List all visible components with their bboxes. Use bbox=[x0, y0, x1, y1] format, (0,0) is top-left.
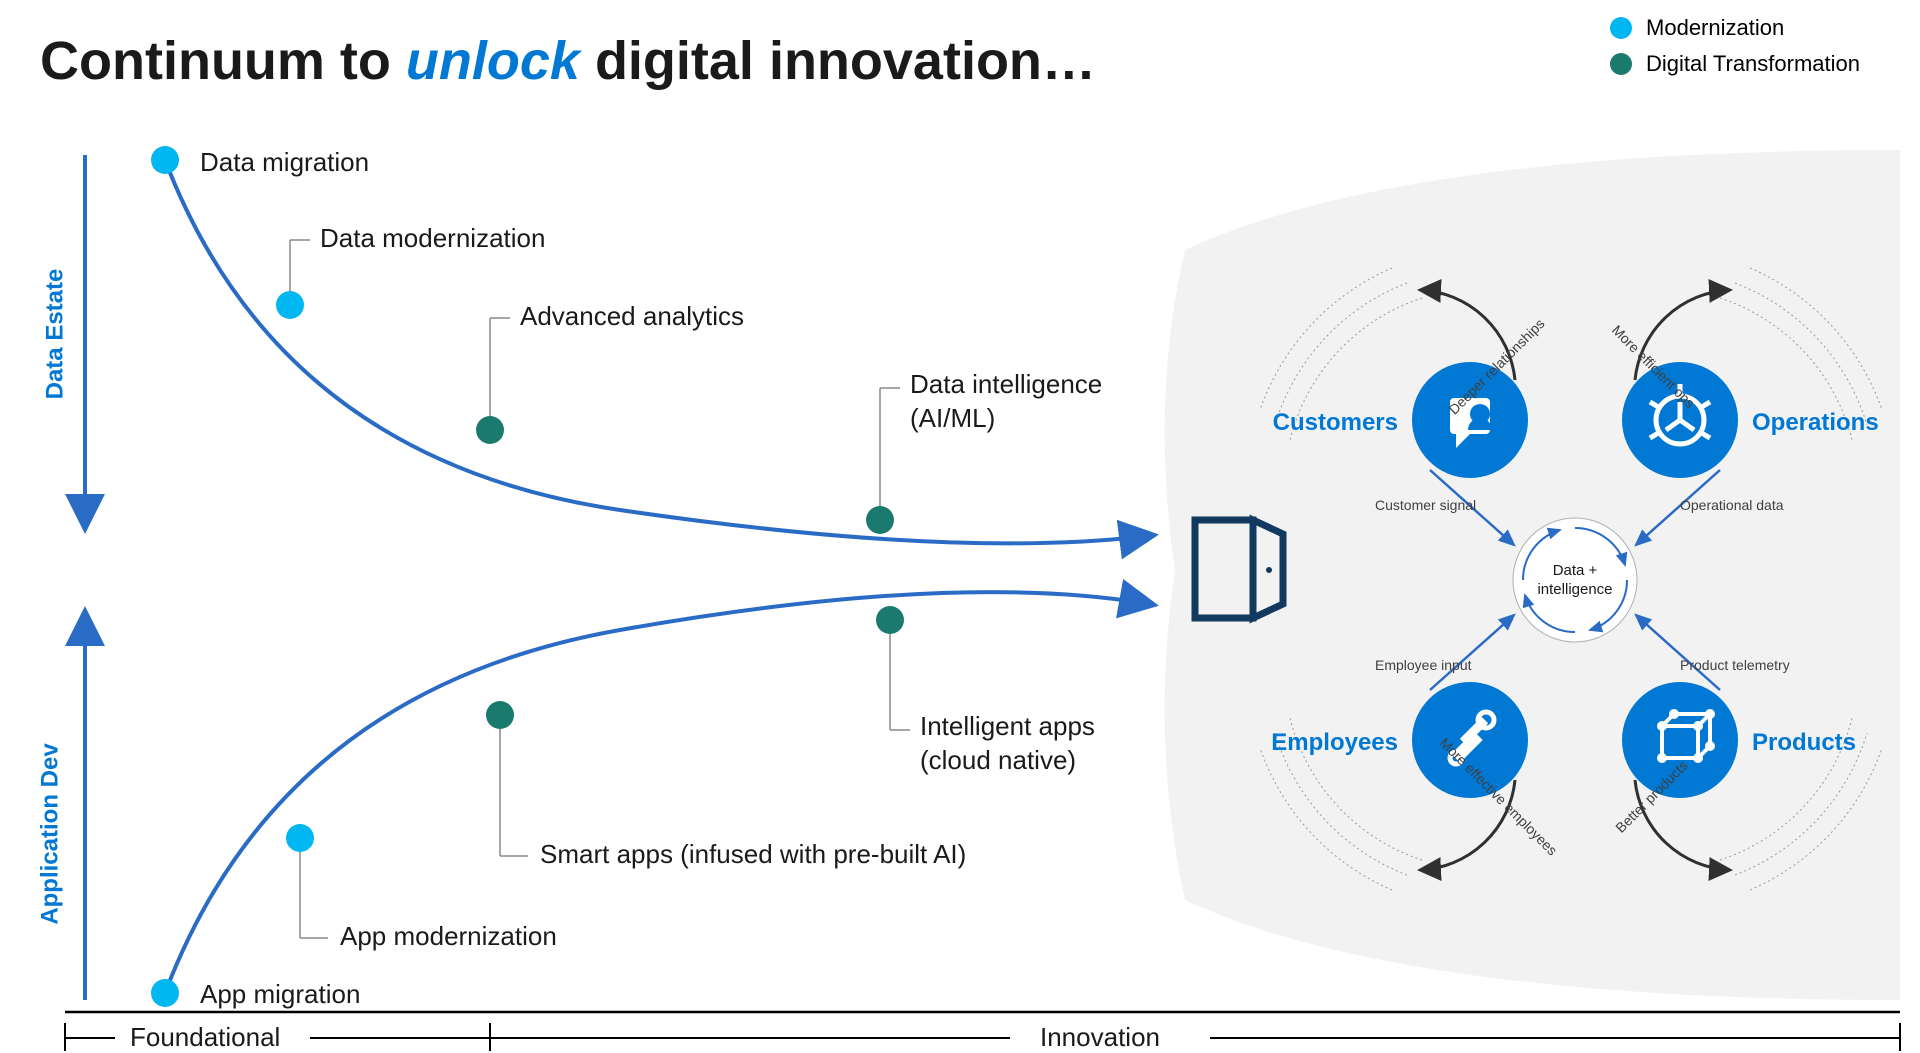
hub-center-circle bbox=[1513, 518, 1637, 642]
hub-center-label-1: Data + bbox=[1553, 562, 1598, 579]
label-app-modernization: App modernization bbox=[340, 920, 557, 954]
segment-foundational: Foundational bbox=[130, 1022, 280, 1053]
node-data-intelligence bbox=[866, 506, 894, 534]
quad-label-operations: Operations bbox=[1752, 409, 1879, 436]
label-app-migration: App migration bbox=[200, 978, 360, 1012]
inflow-customers: Customer signal bbox=[1375, 497, 1476, 513]
label-data-modernization: Data modernization bbox=[320, 222, 545, 256]
label-advanced-analytics: Advanced analytics bbox=[520, 300, 744, 334]
node-app-modernization bbox=[286, 824, 314, 852]
label-smart-apps: Smart apps (infused with pre-built AI) bbox=[540, 838, 966, 872]
node-advanced-analytics bbox=[476, 416, 504, 444]
label-intelligent-apps: Intelligent apps (cloud native) bbox=[920, 710, 1095, 778]
node-data-modernization bbox=[276, 291, 304, 319]
label-data-intelligence: Data intelligence (AI/ML) bbox=[910, 368, 1102, 436]
node-smart-apps bbox=[486, 701, 514, 729]
quad-products-circle bbox=[1622, 682, 1738, 798]
inflow-products: Product telemetry bbox=[1680, 657, 1790, 673]
node-data-migration bbox=[151, 146, 179, 174]
inflow-employees: Employee input bbox=[1375, 657, 1472, 673]
node-app-migration bbox=[151, 979, 179, 1007]
node-intelligent-apps bbox=[876, 606, 904, 634]
segment-innovation: Innovation bbox=[1040, 1022, 1160, 1053]
curve-top bbox=[165, 160, 1155, 543]
quad-label-products: Products bbox=[1752, 729, 1856, 756]
quad-label-customers: Customers bbox=[1273, 409, 1398, 436]
curve-bottom bbox=[165, 592, 1155, 993]
quad-label-employees: Employees bbox=[1271, 729, 1398, 756]
inflow-operations: Operational data bbox=[1680, 497, 1784, 513]
label-data-migration: Data migration bbox=[200, 146, 369, 180]
hub-center-label-2: intelligence bbox=[1537, 581, 1612, 598]
